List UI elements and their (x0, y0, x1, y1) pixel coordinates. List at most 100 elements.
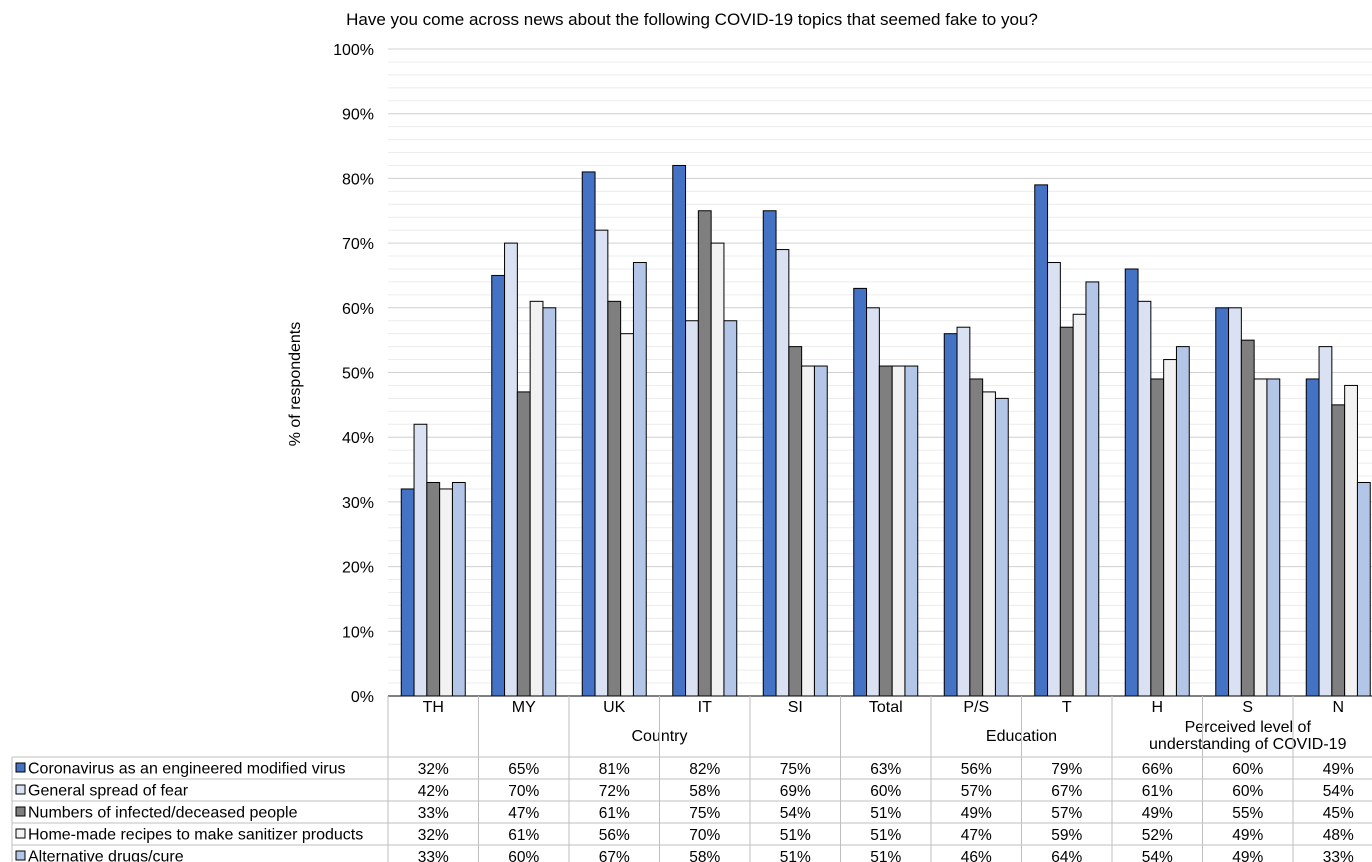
data-label: 32% (418, 827, 449, 844)
x-tick-label: IT (698, 699, 712, 716)
bar (1137, 300, 1152, 697)
data-label: 33% (418, 849, 449, 862)
data-label: 66% (1142, 761, 1173, 778)
legend-swatch (15, 828, 26, 839)
x-tick-label: P/S (963, 699, 989, 716)
bar (1085, 281, 1100, 697)
data-label: 82% (689, 761, 720, 778)
data-label: 45% (1323, 805, 1354, 822)
legend-label: Coronavirus as an engineered modified vi… (28, 761, 346, 778)
bar (853, 287, 868, 697)
bar (1240, 339, 1255, 697)
data-label: 56% (961, 761, 992, 778)
bar (1331, 404, 1346, 697)
bar (1305, 378, 1320, 697)
legend-label: Numbers of infected/deceased people (28, 805, 298, 822)
data-label: 55% (1232, 805, 1263, 822)
bar (1253, 378, 1268, 697)
bar (1034, 184, 1049, 697)
y-tick-label: 30% (342, 495, 374, 512)
bar (994, 397, 1009, 697)
bar (723, 320, 738, 697)
x-tick-label: SI (788, 699, 803, 716)
y-tick-label: 50% (342, 366, 374, 383)
data-label: 51% (870, 849, 901, 862)
data-label: 49% (1142, 805, 1173, 822)
data-label: 81% (599, 761, 630, 778)
bar (685, 320, 699, 697)
bar (426, 481, 441, 697)
data-label: 51% (780, 827, 811, 844)
data-label: 65% (508, 761, 539, 778)
x-tick-label: N (1332, 699, 1344, 716)
y-tick-label: 20% (342, 560, 374, 577)
bar (413, 423, 428, 697)
data-label: 60% (508, 849, 539, 862)
bar (1228, 307, 1242, 697)
data-label: 75% (780, 761, 811, 778)
bar (504, 242, 518, 697)
legend-label: General spread of fear (28, 783, 189, 800)
data-label: 49% (1232, 827, 1263, 844)
data-label: 49% (1323, 761, 1354, 778)
bar (439, 488, 453, 697)
data-label: 60% (1232, 783, 1263, 800)
bar (1356, 481, 1371, 697)
legend-swatch (15, 762, 26, 773)
x-tick-label: H (1151, 699, 1163, 716)
y-tick-label: 90% (342, 107, 374, 124)
chart-title: Have you come across news about the foll… (346, 10, 1038, 29)
bar (1124, 268, 1139, 697)
data-label: 69% (780, 783, 811, 800)
data-label: 67% (599, 849, 630, 862)
bar (620, 333, 634, 697)
x-tick-label: TH (423, 699, 444, 716)
data-label: 63% (870, 761, 901, 778)
bar (672, 164, 687, 697)
y-tick-label: 60% (342, 301, 374, 318)
bar (581, 171, 596, 697)
bar (788, 346, 803, 697)
data-label: 42% (418, 783, 449, 800)
data-label: 52% (1142, 827, 1173, 844)
bar (491, 274, 506, 697)
legend-swatch (15, 850, 26, 861)
bar (697, 210, 712, 697)
bar (969, 378, 984, 697)
x-tick-label: MY (512, 699, 536, 716)
data-label: 67% (1051, 783, 1082, 800)
data-label: 47% (961, 827, 992, 844)
bar (400, 488, 415, 697)
bar (1318, 346, 1333, 697)
bar (1344, 384, 1358, 697)
bar (529, 300, 544, 697)
bar (594, 229, 609, 697)
bar (1150, 378, 1165, 697)
data-label: 60% (870, 783, 901, 800)
bar (982, 391, 996, 697)
data-label: 60% (1232, 761, 1263, 778)
bar (1175, 346, 1190, 697)
data-label: 32% (418, 761, 449, 778)
bar (710, 242, 725, 697)
bar (542, 307, 557, 697)
x-tick-label: UK (603, 699, 626, 716)
group-label: understanding of COVID-19 (1149, 736, 1347, 753)
bar (878, 365, 893, 697)
data-label: 64% (1051, 849, 1082, 862)
bar (1266, 378, 1281, 697)
data-label: 54% (780, 805, 811, 822)
data-label: 58% (689, 783, 720, 800)
x-tick-label: T (1062, 699, 1072, 716)
bar (632, 262, 647, 697)
bar (1059, 326, 1074, 697)
data-label: 33% (418, 805, 449, 822)
bar (801, 365, 815, 697)
data-label: 70% (689, 827, 720, 844)
data-label: 47% (508, 805, 539, 822)
bar (904, 365, 919, 697)
x-tick-label: Total (869, 699, 903, 716)
data-label: 61% (508, 827, 539, 844)
